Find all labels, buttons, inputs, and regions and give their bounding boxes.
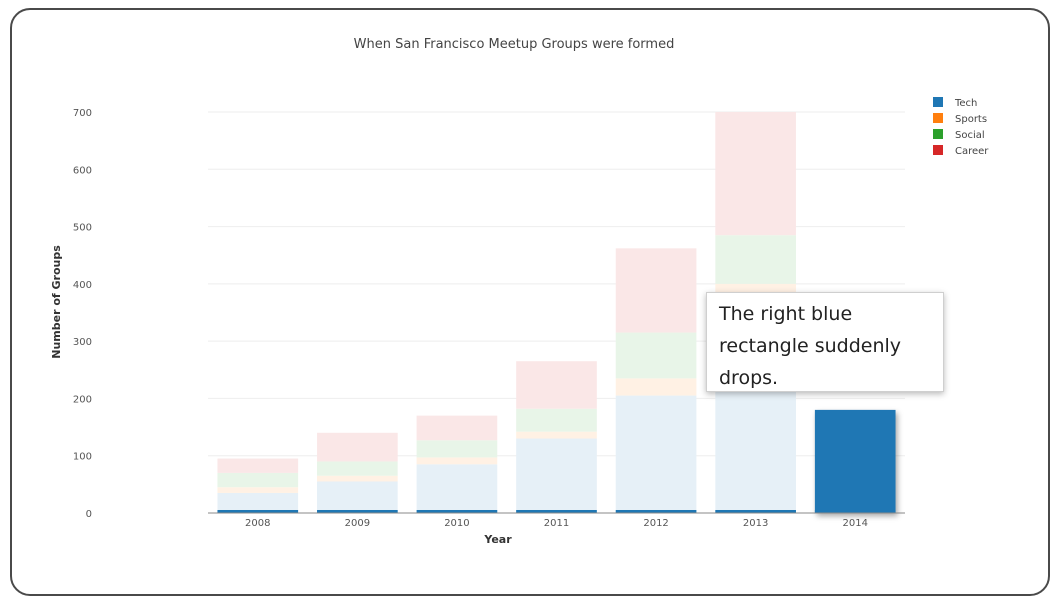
y-tick-label: 400 [73, 280, 92, 291]
bar-segment-social [416, 440, 498, 458]
bar-segment-tech [814, 409, 896, 513]
bar-segment-career [516, 361, 597, 409]
bar-segment-career [217, 458, 299, 473]
bar-segment-career [317, 432, 398, 462]
x-tick-label: 2014 [842, 518, 867, 529]
y-tick-label: 600 [73, 165, 92, 176]
x-tick-label: 2011 [544, 518, 569, 529]
bar-segment-tech [615, 395, 697, 513]
bar-segment-tech [416, 464, 498, 513]
annotation-callout: The right blue rectangle suddenly drops. [706, 292, 944, 392]
bar-segment-sports [516, 431, 597, 439]
bar-base-strip [217, 510, 299, 513]
legend-swatch-sports [933, 113, 943, 123]
chart-title: When San Francisco Meetup Groups were fo… [354, 37, 675, 52]
bar-segment-sports [416, 457, 498, 465]
bar-segment-tech [516, 438, 597, 513]
legend-swatch-social [933, 129, 943, 139]
legend-label-sports: Sports [955, 114, 987, 125]
bar-base-strip [814, 510, 896, 513]
x-tick-label: 2008 [245, 518, 270, 529]
legend-swatch-career [933, 145, 943, 155]
y-tick-label: 100 [73, 452, 92, 463]
y-tick-label: 0 [86, 509, 92, 520]
bar-segment-career [715, 112, 796, 236]
bar-segment-tech [217, 492, 299, 513]
bar-base-strip [715, 510, 796, 513]
bar-base-strip [516, 510, 597, 513]
bar-segment-social [516, 408, 597, 432]
bar-base-strip [615, 510, 697, 513]
x-tick-label: 2013 [743, 518, 768, 529]
legend-label-tech: Tech [954, 98, 977, 109]
x-tick-label: 2012 [643, 518, 668, 529]
bar-segment-sports [317, 475, 398, 482]
y-tick-label: 300 [73, 337, 92, 348]
y-tick-label: 200 [73, 394, 92, 405]
y-axis-ticks: 0 100 200 300 400 500 600 700 [73, 108, 92, 520]
bar-segment-career [615, 248, 697, 333]
callout-text: The right blue rectangle suddenly drops. [719, 303, 902, 389]
bar-segment-sports [217, 487, 299, 493]
bar-base-strip [317, 510, 398, 513]
y-tick-label: 500 [73, 223, 92, 234]
x-axis-ticks: 2008 2009 2010 2011 2012 2013 2014 [245, 518, 868, 529]
x-tick-label: 2010 [444, 518, 469, 529]
bar-segment-social [615, 332, 697, 379]
y-tick-label: 700 [73, 108, 92, 119]
bar-segment-career [416, 415, 498, 441]
legend-swatch-tech [933, 97, 943, 107]
y-axis-title: Number of Groups [50, 245, 63, 359]
bar-segment-tech [317, 481, 398, 513]
legend: Tech Sports Social Career [933, 97, 989, 157]
legend-label-career: Career [955, 146, 989, 157]
bar-segment-social [715, 235, 796, 284]
legend-label-social: Social [955, 130, 985, 141]
bar-segment-sports [615, 378, 697, 396]
bar-segment-social [317, 461, 398, 476]
x-axis-title: Year [483, 533, 512, 546]
bar-base-strip [416, 510, 498, 513]
bar-segment-social [217, 472, 299, 488]
x-tick-label: 2009 [345, 518, 370, 529]
